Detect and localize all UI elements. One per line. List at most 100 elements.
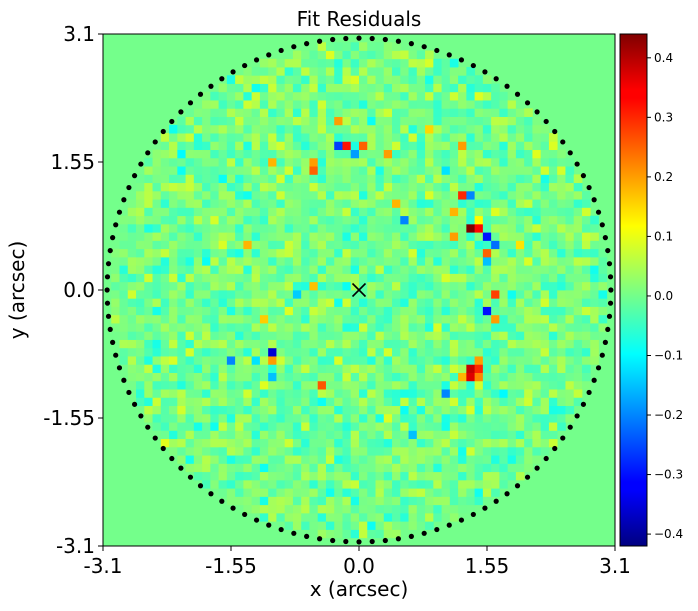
residual-cell <box>482 479 492 489</box>
residual-cell <box>160 380 170 390</box>
residual-cell <box>218 372 228 382</box>
residual-cell <box>301 512 310 522</box>
residual-cell <box>301 67 310 76</box>
residual-cell <box>482 149 492 159</box>
residual-cell <box>259 75 269 84</box>
residual-cell <box>482 323 492 332</box>
residual-cell <box>458 389 467 398</box>
residual-cell <box>425 413 434 423</box>
residual-cell <box>276 83 286 93</box>
residual-cell <box>251 83 261 93</box>
residual-cell <box>557 215 566 225</box>
residual-cell <box>185 215 195 225</box>
residual-cell <box>177 232 186 241</box>
residual-cell <box>565 157 575 167</box>
residual-cell <box>359 455 368 464</box>
residual-cell <box>590 314 599 324</box>
residual-cell <box>557 372 566 382</box>
residual-cell <box>334 141 343 151</box>
residual-cell <box>301 182 310 192</box>
residual-cell <box>565 405 575 415</box>
residual-cell <box>226 463 236 473</box>
residual-cell <box>235 430 244 440</box>
residual-cell <box>416 463 426 473</box>
residual-cell <box>317 248 327 258</box>
residual-cell <box>119 323 129 332</box>
residual-cell <box>301 83 310 93</box>
residual-cell <box>466 422 476 431</box>
residual-cell <box>392 50 401 60</box>
residual-cell <box>499 339 509 349</box>
residual-cell <box>474 306 484 316</box>
residual-cell <box>301 380 310 390</box>
residual-cell <box>482 430 492 440</box>
residual-cell <box>136 207 145 217</box>
residual-cell <box>466 174 476 184</box>
residual-cell <box>392 323 401 332</box>
residual-cell <box>425 166 434 175</box>
residual-cell <box>210 314 220 324</box>
residual-cell <box>367 455 376 464</box>
residual-cell <box>573 207 583 217</box>
residual-cell <box>408 422 418 431</box>
residual-cell <box>474 273 484 283</box>
residual-cell <box>243 463 253 473</box>
residual-cell <box>193 215 203 225</box>
residual-cell <box>507 116 517 126</box>
border-dot <box>434 47 440 54</box>
residual-cell <box>177 339 186 349</box>
residual-cell <box>185 116 195 126</box>
residual-cell <box>185 372 195 382</box>
residual-cell <box>342 372 352 382</box>
residual-cell <box>317 471 327 481</box>
residual-cell <box>202 248 211 258</box>
residual-cell <box>317 157 327 167</box>
residual-cell <box>482 339 492 349</box>
residual-cell <box>425 50 434 60</box>
residual-cell <box>111 281 120 291</box>
residual-cell <box>383 323 393 332</box>
residual-cell <box>218 463 228 473</box>
residual-cell <box>268 174 277 184</box>
residual-cell <box>557 149 566 159</box>
residual-cell <box>359 496 368 506</box>
residual-cell <box>392 199 401 208</box>
residual-cell <box>325 389 335 398</box>
residual-cell <box>449 157 459 167</box>
residual-cell <box>359 232 368 241</box>
residual-cell <box>532 265 542 274</box>
residual-cell <box>400 108 409 117</box>
residual-cell <box>268 133 277 142</box>
residual-cell <box>342 42 352 51</box>
residual-cell <box>433 306 442 316</box>
residual-cell <box>557 331 566 340</box>
residual-cell <box>433 75 442 84</box>
residual-cell <box>342 207 352 217</box>
residual-cell <box>400 479 409 489</box>
residual-cell <box>193 331 203 340</box>
residual-cell <box>375 438 385 448</box>
residual-cell <box>334 108 343 117</box>
residual-cell <box>226 380 236 390</box>
residual-cell <box>507 223 517 233</box>
residual-cell <box>557 422 566 431</box>
residual-cell <box>367 157 376 167</box>
residual-cell <box>284 339 294 349</box>
residual-cell <box>375 413 385 423</box>
residual-cell <box>449 232 459 241</box>
residual-cell <box>317 397 327 407</box>
residual-cell <box>193 422 203 431</box>
residual-cell <box>160 141 170 151</box>
residual-cell <box>433 67 442 76</box>
residual-cell <box>342 133 352 142</box>
residual-cell <box>532 215 542 225</box>
residual-cell <box>573 256 583 266</box>
residual-cell <box>548 182 558 192</box>
residual-cell <box>218 397 228 407</box>
residual-cell <box>573 347 583 357</box>
residual-cell <box>301 166 310 175</box>
residual-cell <box>491 124 500 134</box>
residual-cell <box>177 256 186 266</box>
residual-cell <box>524 455 533 464</box>
residual-cell <box>259 438 269 448</box>
